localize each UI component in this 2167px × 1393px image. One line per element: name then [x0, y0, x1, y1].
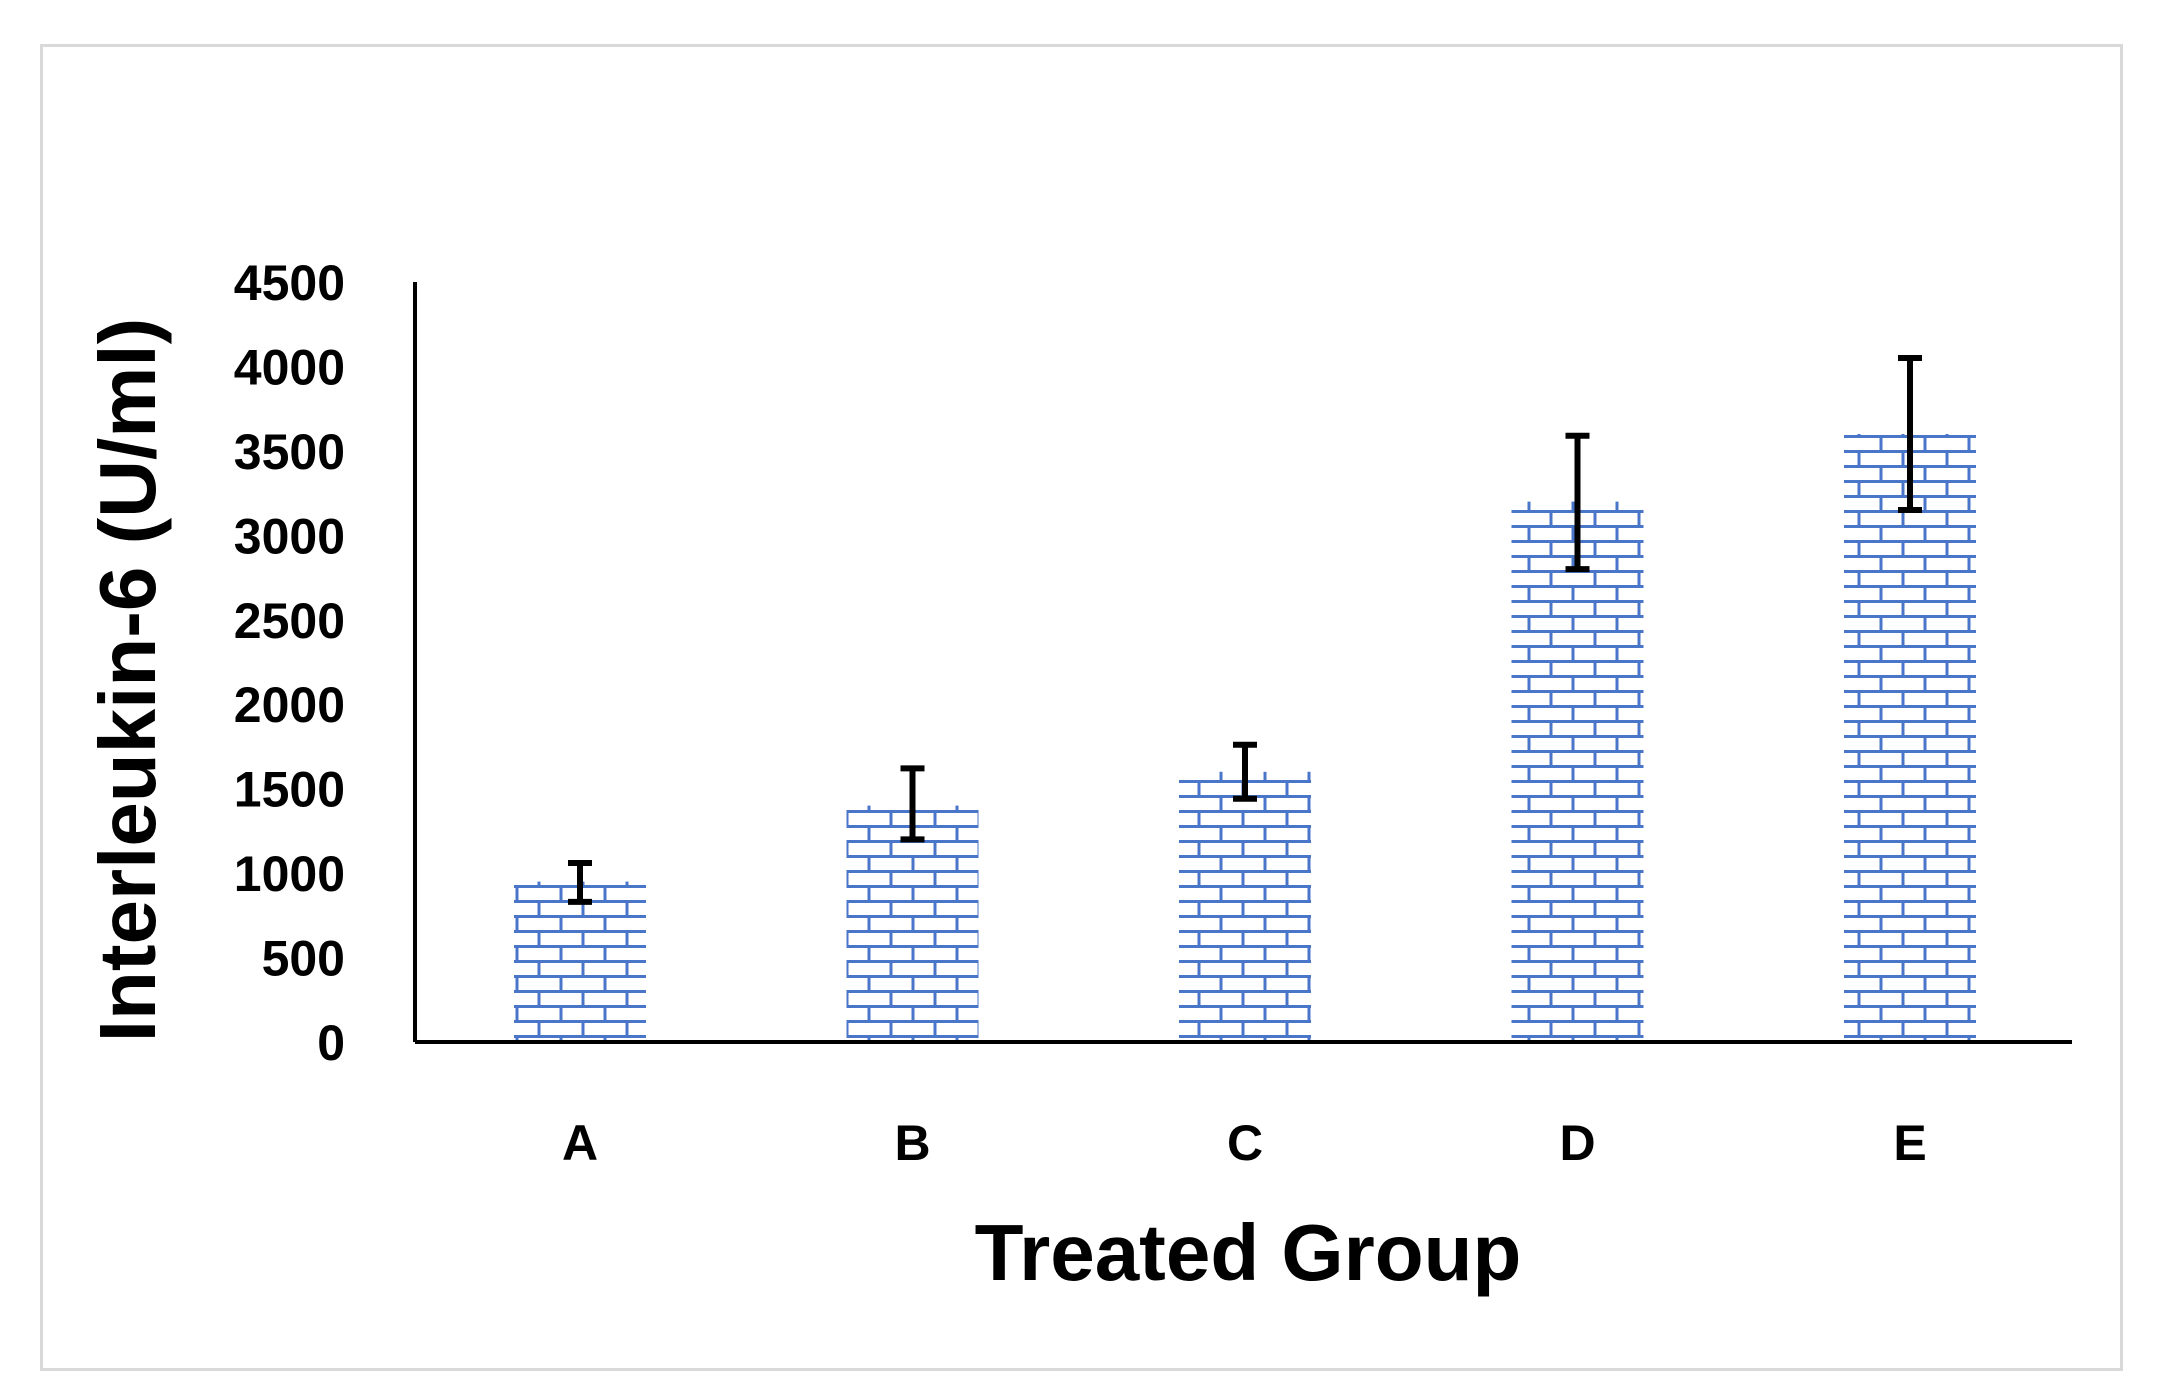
bar-d	[1511, 501, 1644, 1043]
y-axis-title: Interleukin-6 (U/ml)	[83, 318, 172, 1043]
y-tick-labels: 0 500 1000 1500 2000 2500 3000 3500 4000 4500	[234, 255, 345, 1071]
error-bars-layer	[568, 355, 1922, 905]
y-tick-label-2000: 2000	[234, 677, 345, 733]
bar-b	[846, 805, 979, 1042]
bar-e	[1844, 434, 1976, 1042]
chart-frame	[40, 44, 2123, 1371]
x-tick-label-e: E	[1893, 1115, 1926, 1171]
error-bar-a	[568, 859, 592, 905]
y-tick-label-3500: 3500	[234, 424, 345, 480]
x-tick-label-b: B	[894, 1115, 930, 1171]
y-tick-label-0: 0	[317, 1015, 345, 1071]
y-tick-label-3000: 3000	[234, 508, 345, 564]
x-tick-label-d: D	[1559, 1115, 1595, 1171]
error-bar-c	[1233, 741, 1257, 802]
error-bar-b	[900, 765, 925, 843]
y-tick-label-1500: 1500	[234, 762, 345, 818]
bar-c	[1179, 771, 1311, 1042]
y-tick-label-1000: 1000	[234, 846, 345, 902]
y-tick-label-4000: 4000	[234, 339, 345, 395]
x-axis-title: Treated Group	[975, 1208, 1522, 1297]
y-tick-label-4500: 4500	[234, 255, 345, 311]
x-tick-label-c: C	[1227, 1115, 1263, 1171]
bars-layer	[514, 434, 1976, 1043]
x-tick-label-a: A	[562, 1115, 598, 1171]
y-tick-label-500: 500	[262, 931, 345, 987]
error-bar-e	[1898, 355, 1922, 513]
error-bar-d	[1565, 432, 1590, 573]
bar-a	[514, 881, 646, 1042]
y-tick-label-2500: 2500	[234, 593, 345, 649]
x-tick-labels: A B C D E	[562, 1115, 1927, 1171]
